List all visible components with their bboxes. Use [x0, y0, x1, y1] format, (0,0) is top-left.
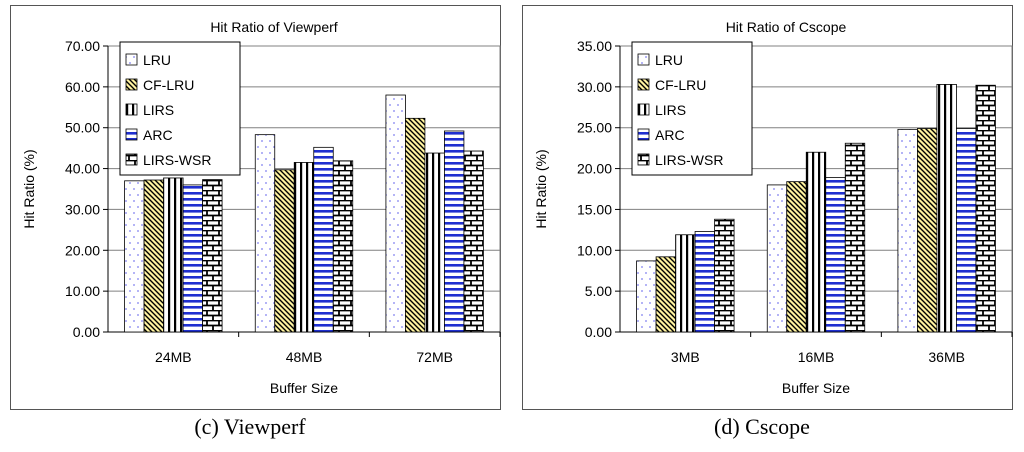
- legend-label: LIRS: [655, 102, 686, 118]
- bar-lru-16mb: [766, 184, 788, 333]
- bar-lirs-72mb: [424, 152, 445, 333]
- y-tick-label: 10.00: [577, 242, 612, 258]
- legend-swatch: [125, 128, 138, 141]
- legend-label: LIRS-WSR: [143, 152, 211, 168]
- bar-lru-3mb: [636, 260, 657, 333]
- legend-label: ARC: [655, 127, 685, 143]
- bar-arc-3mb: [694, 231, 715, 333]
- bar-lru-36mb: [897, 128, 918, 333]
- legend-label: LIRS-WSR: [655, 152, 723, 168]
- legend-swatch: [125, 53, 138, 66]
- chart-viewperf-svg: Hit Ratio of Viewperf 0.00 10.00 20.00 30.00…: [10, 5, 501, 410]
- y-tick-label: 10.00: [65, 283, 100, 299]
- legend-swatch: [125, 103, 138, 116]
- bar-lirs-wsr-24mb: [202, 179, 223, 333]
- bar-cf-lru-16mb: [786, 181, 807, 333]
- bar-arc-72mb: [444, 130, 465, 333]
- chart-cscope-svg: Hit Ratio of Cscope 0.00 5.00 10.00 15.00 20.…: [522, 5, 1013, 410]
- bar-arc-24mb: [182, 184, 203, 333]
- legend-swatch: [637, 78, 650, 91]
- x-axis-label: Buffer Size: [270, 380, 338, 396]
- bar-lirs-3mb: [675, 234, 696, 333]
- y-tick-label: 0.00: [585, 324, 612, 340]
- bar-lirs-16mb: [805, 151, 827, 333]
- caption-cscope: (d) Cscope: [714, 414, 810, 439]
- bar-cf-lru-72mb: [405, 117, 426, 333]
- x-tick-label: 24MB: [155, 349, 192, 365]
- bar-lirs-wsr-3mb: [714, 218, 735, 333]
- y-tick-label: 60.00: [65, 79, 100, 95]
- y-tick-label: 35.00: [577, 38, 612, 54]
- caption-viewperf: (c) Viewperf: [194, 414, 306, 439]
- legend-label: ARC: [143, 127, 173, 143]
- legend-label: LRU: [143, 52, 171, 68]
- y-tick-label: 40.00: [65, 161, 100, 177]
- legend-label: CF-LRU: [655, 77, 706, 93]
- y-axis-label: Hit Ratio (%): [533, 149, 549, 228]
- legend-swatch: [125, 78, 138, 91]
- bar-cf-lru-3mb: [655, 256, 676, 333]
- legend-swatch: [637, 153, 650, 166]
- bar-arc-36mb: [956, 128, 977, 333]
- bar-lru-48mb: [254, 134, 276, 333]
- legend-swatch: [637, 128, 650, 141]
- legend-swatch: [637, 53, 650, 66]
- chart-title: Hit Ratio of Viewperf: [210, 19, 337, 35]
- bar-cf-lru-24mb: [143, 179, 164, 333]
- x-tick-label: 36MB: [928, 349, 965, 365]
- bar-lirs-wsr-36mb: [975, 84, 996, 333]
- legend-swatch: [125, 153, 138, 166]
- x-tick-label: 3MB: [671, 349, 700, 365]
- legend-swatch: [637, 103, 650, 116]
- chart-viewperf: Hit Ratio of Viewperf 0.00 10.00 20.00 30.00…: [0, 0, 512, 417]
- y-tick-label: 30.00: [65, 201, 100, 217]
- bar-cf-lru-48mb: [274, 169, 295, 333]
- legend-label: LIRS: [143, 102, 174, 118]
- bar-lru-72mb: [385, 94, 406, 333]
- y-tick-label: 20.00: [577, 161, 612, 177]
- bar-lirs-36mb: [936, 84, 957, 333]
- y-axis-label: Hit Ratio (%): [21, 149, 37, 228]
- bar-lirs-48mb: [293, 162, 315, 333]
- x-tick-label: 48MB: [286, 349, 323, 365]
- bar-lirs-wsr-72mb: [463, 150, 484, 333]
- legend-label: LRU: [655, 52, 683, 68]
- bar-cf-lru-36mb: [917, 128, 938, 333]
- bar-lirs-24mb: [163, 177, 184, 333]
- legend: [119, 41, 241, 176]
- bar-lru-24mb: [124, 180, 145, 333]
- bar-lirs-wsr-48mb: [332, 160, 354, 333]
- bar-arc-16mb: [825, 177, 846, 333]
- y-tick-label: 25.00: [577, 120, 612, 136]
- bar-lirs-wsr-16mb: [844, 142, 866, 333]
- legend-label: CF-LRU: [143, 77, 194, 93]
- chart-title: Hit Ratio of Cscope: [726, 19, 847, 35]
- y-tick-label: 20.00: [65, 242, 100, 258]
- y-tick-label: 70.00: [65, 38, 100, 54]
- legend: [631, 41, 753, 176]
- bar-arc-48mb: [313, 146, 334, 333]
- x-tick-label: 16MB: [798, 349, 835, 365]
- x-axis-label: Buffer Size: [782, 380, 850, 396]
- y-tick-label: 30.00: [577, 79, 612, 95]
- y-tick-label: 50.00: [65, 120, 100, 136]
- y-tick-label: 15.00: [577, 201, 612, 217]
- y-tick-label: 0.00: [73, 324, 100, 340]
- chart-cscope: Hit Ratio of Cscope 0.00 5.00 10.00 15.00 20.…: [512, 0, 1024, 417]
- x-tick-label: 72MB: [416, 349, 453, 365]
- y-tick-label: 5.00: [585, 283, 612, 299]
